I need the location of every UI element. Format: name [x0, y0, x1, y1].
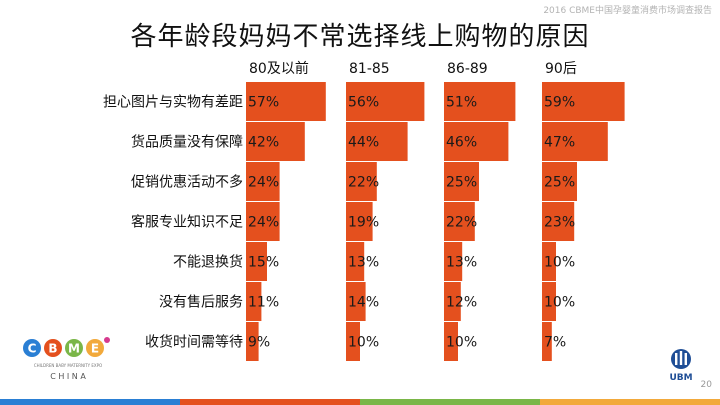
data-label: 59%: [544, 95, 575, 111]
data-label: 47%: [544, 135, 575, 151]
bar: [246, 82, 326, 121]
series-header: 80及以前: [249, 60, 309, 77]
bar: [346, 122, 408, 161]
data-label: 51%: [446, 95, 477, 111]
data-label: 11%: [248, 295, 279, 311]
chart-title: 各年龄段妈妈不常选择线上购物的原因: [130, 22, 590, 52]
bar: [444, 122, 509, 161]
svg-text:C: C: [28, 342, 37, 356]
bar: [444, 162, 479, 201]
bar: [444, 282, 461, 321]
bar: [542, 122, 608, 161]
data-label: 10%: [544, 255, 575, 271]
bar: [346, 322, 360, 361]
category-label: 担心图片与实物有差距: [103, 95, 243, 111]
category-label: 没有售后服务: [159, 295, 243, 311]
svg-text:E: E: [91, 342, 99, 356]
bar: [346, 242, 365, 281]
data-label: 10%: [544, 295, 575, 311]
data-label: 57%: [248, 95, 279, 111]
data-label: 9%: [248, 335, 270, 351]
category-label: 货品质量没有保障: [131, 134, 243, 151]
bar: [444, 242, 463, 281]
bar: [246, 122, 305, 161]
bar: [346, 202, 373, 241]
category-label: 促销优惠活动不多: [131, 174, 243, 191]
data-label: 44%: [348, 135, 379, 151]
bar: [246, 162, 280, 201]
footer-stripe-segment: [0, 399, 180, 405]
series-header: 90后: [545, 61, 577, 77]
svg-text:CHILDREN BABY MATERNITY EXPO: CHILDREN BABY MATERNITY EXPO: [34, 363, 102, 368]
footer-stripe-segment: [180, 399, 360, 405]
data-label: 10%: [446, 335, 477, 351]
data-label: 14%: [348, 295, 379, 311]
data-label: 24%: [248, 175, 279, 191]
bar: [542, 322, 552, 361]
bar: [542, 282, 556, 321]
cbme-logo: C B M E CHILDREN BABY MATERNITY EXPO C H…: [23, 337, 110, 381]
data-label: 22%: [446, 215, 477, 231]
footer-stripe-segment: [360, 399, 540, 405]
svg-text:UBM: UBM: [669, 373, 692, 383]
series-header: 81-85: [349, 61, 390, 77]
bar: [444, 322, 458, 361]
bar: [542, 202, 575, 241]
bar: [444, 202, 475, 241]
data-label: 13%: [446, 255, 477, 271]
bar: [346, 162, 377, 201]
bar: [246, 202, 280, 241]
svg-text:B: B: [48, 342, 57, 356]
data-label: 25%: [544, 175, 575, 191]
bar: [542, 242, 556, 281]
bar: [246, 242, 267, 281]
data-label: 46%: [446, 135, 477, 151]
data-label: 12%: [446, 295, 477, 311]
data-label: 25%: [446, 175, 477, 191]
bar: [346, 282, 366, 321]
series-header: 86-89: [447, 61, 488, 77]
footer-stripe-segment: [540, 399, 720, 405]
bar: [542, 82, 625, 121]
data-label: 42%: [248, 135, 279, 151]
category-label: 不能退换货: [173, 254, 243, 271]
svg-text:C H I N A: C H I N A: [50, 372, 86, 381]
bar: [246, 282, 262, 321]
ubm-logo: UBM: [669, 349, 693, 383]
svg-text:M: M: [68, 342, 80, 356]
data-label: 22%: [348, 175, 379, 191]
page-number: 20: [700, 380, 712, 390]
bar: [542, 162, 577, 201]
data-label: 7%: [544, 335, 566, 351]
bar: [346, 82, 425, 121]
data-label: 15%: [248, 255, 279, 271]
data-label: 13%: [348, 255, 379, 271]
category-label: 收货时间需等待: [145, 334, 243, 351]
bar: [444, 82, 516, 121]
data-label: 19%: [348, 215, 379, 231]
bar: [246, 322, 259, 361]
data-label: 56%: [348, 95, 379, 111]
category-label: 客服专业知识不足: [131, 214, 243, 231]
report-header-note: 2016 CBME中国孕婴童消费市场调查报告: [543, 6, 712, 16]
data-label: 23%: [544, 215, 575, 231]
data-label: 10%: [348, 335, 379, 351]
footer-color-stripe: [0, 399, 720, 405]
data-label: 24%: [248, 215, 279, 231]
